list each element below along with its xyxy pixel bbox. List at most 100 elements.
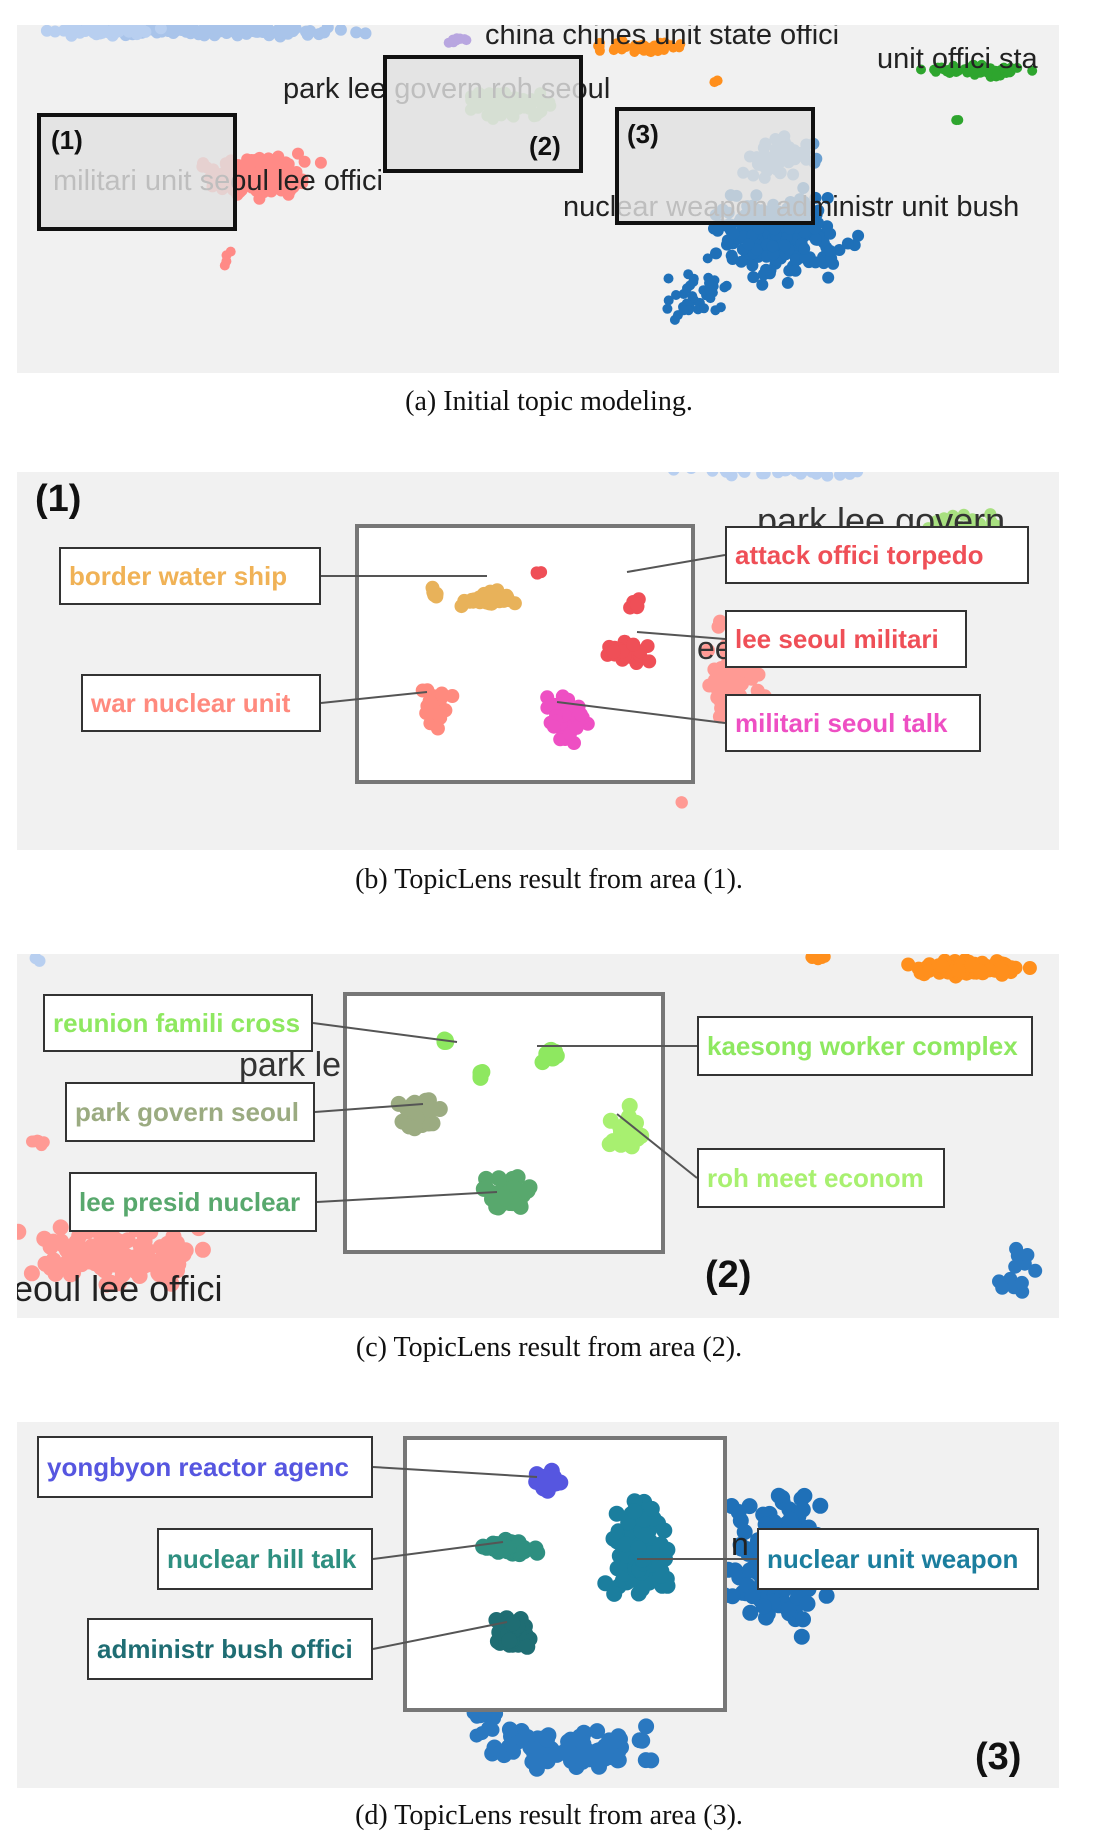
scatter-point: [108, 1236, 124, 1253]
scatter-point: [154, 25, 167, 35]
scatter-point: [590, 1749, 607, 1766]
topic-park-govern-seoul[interactable]: park govern seoul: [65, 1082, 315, 1142]
scatter-point: [616, 44, 627, 55]
scatter-point: [534, 1054, 551, 1071]
scatter-point: [727, 227, 740, 240]
topic-militari-seoul-talk[interactable]: militari seoul talk: [725, 694, 981, 752]
scatter-point: [821, 472, 834, 482]
scatter-point: [540, 700, 555, 715]
scatter-point: [699, 303, 709, 314]
scatter-point: [655, 37, 666, 48]
scatter-point: [805, 472, 818, 478]
scatter-point: [334, 25, 347, 36]
scatter-point: [638, 1718, 655, 1735]
scatter-point: [717, 667, 732, 682]
scatter-point: [675, 796, 688, 809]
scatter-point: [92, 25, 104, 33]
scatter-point: [953, 115, 964, 125]
scatter-point: [423, 1101, 440, 1118]
scatter-point: [798, 226, 811, 239]
panel-c-bg-text-2: eoul lee offici: [17, 1268, 223, 1309]
leader-lee-seoul-militari: [636, 631, 726, 640]
area-box-2[interactable]: [383, 55, 583, 173]
scatter-point: [979, 65, 990, 76]
scatter-point: [652, 1567, 669, 1584]
leader-roh-meet-econom: [616, 1113, 698, 1179]
scatter-point: [546, 719, 561, 734]
scatter-point: [834, 472, 846, 481]
scatter-point: [637, 1527, 654, 1544]
scatter-point: [415, 683, 430, 698]
scatter-point: [951, 963, 966, 978]
scatter-point: [59, 1254, 76, 1271]
topic-war-nuclear-unit[interactable]: war nuclear unit: [81, 674, 321, 732]
topic-nuclear-unit-weapon[interactable]: nuclear unit weapon: [757, 1528, 1039, 1590]
scatter-point: [799, 252, 812, 264]
topic-kaesong-worker-complex[interactable]: kaesong worker complex: [697, 1016, 1033, 1076]
scatter-point: [626, 1503, 643, 1520]
topic-administr-bush-offici[interactable]: administr bush offici: [87, 1618, 373, 1680]
area-box-3[interactable]: [615, 107, 815, 225]
panel-c-area-label: (2): [705, 1254, 752, 1296]
scatter-point: [1022, 961, 1037, 975]
panel-c-topiclens-area-2: park le eoul lee offici (2) reunion fami…: [17, 954, 1059, 1318]
scatter-point: [629, 597, 644, 612]
scatter-point: [501, 1721, 518, 1738]
scatter-point: [686, 472, 696, 474]
topic-attack-offici-torpedo[interactable]: attack offici torpedo: [725, 526, 1029, 584]
scatter-point: [645, 42, 656, 53]
topic-reunion-famili-cross[interactable]: reunion famili cross: [43, 994, 313, 1052]
leader-lee-presid-nuclear: [316, 1191, 498, 1203]
scatter-point: [642, 654, 657, 669]
scatter-point: [809, 256, 822, 269]
scatter-point: [32, 1135, 45, 1147]
panel-d-lens-scatter: [372, 1462, 757, 1655]
topiclens-lens-b[interactable]: [355, 524, 695, 784]
scatter-point: [298, 155, 311, 168]
scatter-point: [852, 229, 865, 242]
scatter-point: [95, 1238, 112, 1255]
panel-b-area-label: (1): [35, 478, 82, 520]
scatter-point: [490, 1170, 507, 1187]
scatter-point: [833, 244, 846, 256]
topic-yongbyon-reactor-agenc[interactable]: yongbyon reactor agenc: [37, 1436, 373, 1498]
scatter-point: [794, 1501, 811, 1518]
scatter-point: [524, 1753, 541, 1770]
scatter-point: [292, 147, 304, 160]
topic-border-water-ship[interactable]: border water ship: [59, 547, 321, 605]
topic-nuclear-hill-talk[interactable]: nuclear hill talk: [157, 1528, 373, 1590]
scatter-point: [225, 246, 236, 257]
scatter-point: [569, 720, 584, 735]
area-box-1[interactable]: [37, 113, 237, 231]
scatter-point: [501, 1632, 518, 1649]
scatter-point: [249, 153, 262, 166]
scatter-point: [629, 40, 640, 51]
scatter-point: [23, 1265, 40, 1282]
scatter-point: [719, 282, 730, 293]
scatter-point: [318, 26, 331, 39]
topic-roh-meet-econom[interactable]: roh meet econom: [697, 1148, 945, 1208]
panel-d-bg-text-1: n: [731, 1526, 749, 1562]
scatter-point: [799, 1595, 816, 1612]
scatter-point: [795, 1611, 811, 1628]
leader-war-nuclear-unit: [320, 691, 428, 704]
scatter-point: [539, 1731, 555, 1748]
scatter-point: [706, 472, 719, 477]
scatter-point: [617, 1536, 634, 1553]
topic-lee-seoul-militari[interactable]: lee seoul militari: [725, 610, 967, 668]
topic-lee-presid-nuclear[interactable]: lee presid nuclear: [69, 1172, 317, 1232]
scatter-point: [478, 590, 493, 604]
scatter-point: [760, 263, 772, 276]
scatter-point: [300, 25, 312, 38]
scatter-point: [610, 1728, 627, 1745]
area-label-1: (1): [51, 125, 83, 155]
scatter-point: [809, 233, 822, 246]
scatter-point: [682, 283, 692, 294]
scatter-point: [235, 184, 248, 197]
scatter-point: [671, 290, 681, 300]
scatter-point: [741, 1562, 758, 1579]
panel-b-topiclens-area-1: park lee govern ee (1) border water ship…: [17, 472, 1059, 850]
scatter-point: [668, 472, 680, 476]
scatter-point: [935, 959, 950, 974]
scatter-point: [678, 305, 689, 316]
